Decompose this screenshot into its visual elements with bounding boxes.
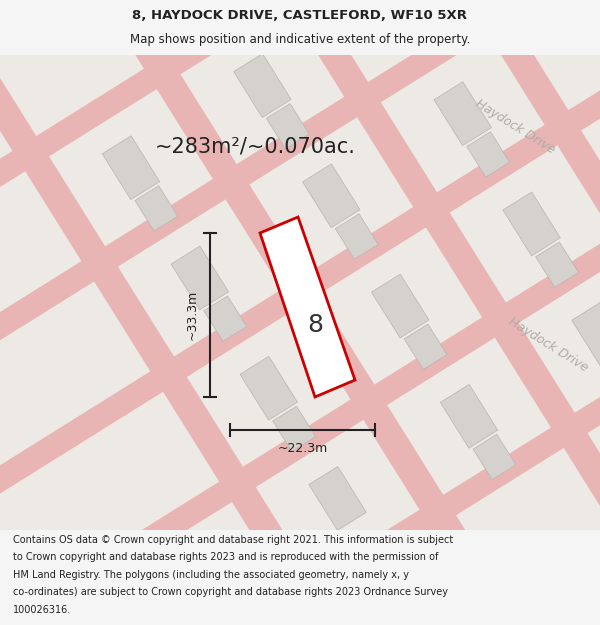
Text: Haydock Drive: Haydock Drive <box>506 315 590 375</box>
Polygon shape <box>434 82 491 146</box>
Text: ~22.3m: ~22.3m <box>277 441 328 454</box>
Polygon shape <box>135 186 178 231</box>
Text: 8, HAYDOCK DRIVE, CASTLEFORD, WF10 5XR: 8, HAYDOCK DRIVE, CASTLEFORD, WF10 5XR <box>133 9 467 22</box>
Polygon shape <box>503 192 560 256</box>
Polygon shape <box>0 0 600 457</box>
Polygon shape <box>233 54 291 118</box>
Text: Contains OS data © Crown copyright and database right 2021. This information is : Contains OS data © Crown copyright and d… <box>13 535 454 545</box>
Polygon shape <box>371 274 429 338</box>
Polygon shape <box>240 356 298 420</box>
Polygon shape <box>260 217 355 397</box>
Polygon shape <box>473 434 516 480</box>
Text: Haydock Drive: Haydock Drive <box>473 98 557 157</box>
Text: 100026316.: 100026316. <box>13 605 71 615</box>
Polygon shape <box>440 384 498 448</box>
Polygon shape <box>0 0 445 625</box>
Polygon shape <box>0 127 600 625</box>
Polygon shape <box>335 214 378 259</box>
Polygon shape <box>266 104 309 149</box>
Text: to Crown copyright and database rights 2023 and is reproduced with the permissio: to Crown copyright and database rights 2… <box>13 552 439 562</box>
Polygon shape <box>467 132 509 177</box>
Polygon shape <box>309 466 367 531</box>
Text: ~33.3m: ~33.3m <box>185 290 199 340</box>
Polygon shape <box>286 0 600 559</box>
Polygon shape <box>0 0 593 347</box>
Text: Map shows position and indicative extent of the property.: Map shows position and indicative extent… <box>130 33 470 46</box>
Polygon shape <box>102 136 160 199</box>
Polygon shape <box>204 296 247 341</box>
Polygon shape <box>572 302 600 366</box>
Polygon shape <box>7 238 600 625</box>
Polygon shape <box>273 406 316 452</box>
Text: 8: 8 <box>307 313 323 337</box>
Polygon shape <box>0 17 600 567</box>
Polygon shape <box>171 246 229 310</box>
Polygon shape <box>365 0 422 36</box>
Polygon shape <box>155 0 600 625</box>
Polygon shape <box>404 324 447 369</box>
Polygon shape <box>302 164 360 228</box>
Text: HM Land Registry. The polygons (including the associated geometry, namely x, y: HM Land Registry. The polygons (includin… <box>13 570 409 580</box>
Polygon shape <box>536 242 578 288</box>
Polygon shape <box>23 0 577 625</box>
Text: co-ordinates) are subject to Crown copyright and database rights 2023 Ordnance S: co-ordinates) are subject to Crown copyr… <box>13 588 448 598</box>
Text: ~283m²/~0.070ac.: ~283m²/~0.070ac. <box>155 137 355 157</box>
